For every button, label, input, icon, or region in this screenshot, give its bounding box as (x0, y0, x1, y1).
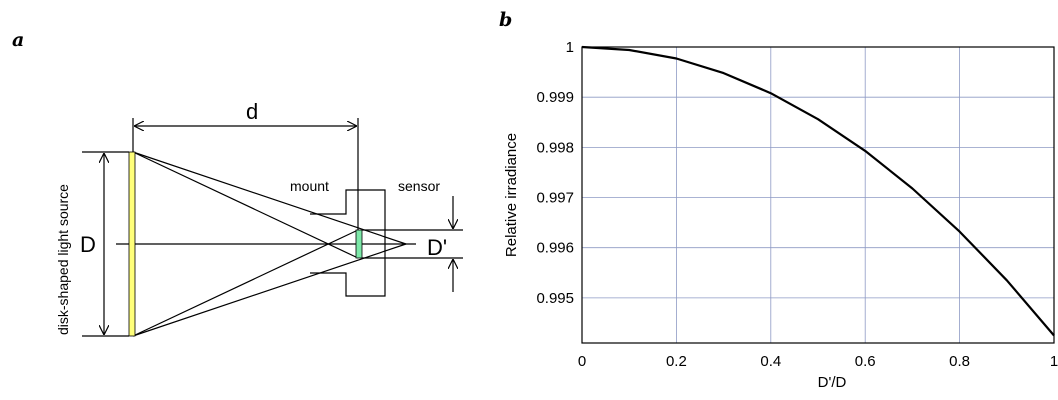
x-axis-title: D'/D (818, 374, 847, 391)
series-line-0 (581, 45, 1055, 337)
D-label: D (80, 232, 96, 257)
sensor (355, 229, 363, 259)
panel-b-label: b (499, 9, 512, 31)
ray-top-to-sensor (132, 151, 359, 259)
x-tick-label-3: 0.6 (855, 353, 876, 370)
light-source-disk (128, 151, 136, 337)
light-rays (132, 151, 407, 337)
d-label: d (246, 99, 258, 124)
Dprime-label: D' (427, 235, 447, 260)
y-tick-label-5: 1 (566, 39, 574, 56)
sensor-mount (310, 189, 386, 297)
panel-a: a D disk-shaped light source d mount sen… (12, 29, 463, 337)
y-tick-label-2: 0.997 (536, 190, 574, 207)
ray-bottom-to-sensor (132, 229, 359, 337)
mount-label: mount (290, 178, 329, 194)
y-tick-label-1: 0.996 (536, 240, 574, 257)
x-tick-label-5: 1 (1050, 353, 1058, 370)
y-tick-label-4: 0.999 (536, 89, 574, 106)
irradiance-chart: 0 0.2 0.4 0.6 0.8 1 0.995 0.996 0.997 0.998 0.999 1… (503, 39, 1058, 391)
light-source-label: disk-shaped light source (55, 184, 71, 335)
panel-a-label: a (12, 29, 24, 51)
y-axis-title: Relative irradiance (503, 133, 520, 257)
ray-bottom-to-focus (132, 243, 407, 337)
x-tick-label-1: 0.2 (666, 353, 687, 370)
x-tick-label-2: 0.4 (760, 353, 781, 370)
panel-b: b 0 0.2 0.4 0.6 0.8 1 0.995 0.996 0.997 0.998 0.99… (499, 9, 1058, 391)
x-tick-label-0: 0 (578, 353, 586, 370)
x-tick-label-4: 0.8 (949, 353, 970, 370)
y-tick-label-0: 0.995 (536, 290, 574, 307)
sensor-label: sensor (398, 178, 440, 194)
y-tick-label-3: 0.998 (536, 139, 574, 156)
ray-top-to-focus (132, 151, 407, 245)
plot-frame (581, 46, 1055, 344)
